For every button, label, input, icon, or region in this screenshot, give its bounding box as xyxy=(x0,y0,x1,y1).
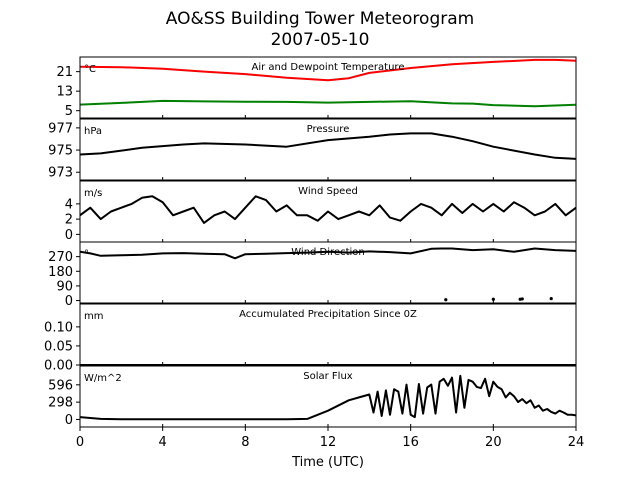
panel-unit: hPa xyxy=(84,126,102,137)
y-tick-label: 0.05 xyxy=(44,339,73,354)
panel-unit: °C xyxy=(84,64,96,75)
wind-direction-point xyxy=(549,297,553,301)
y-tick-label: 21 xyxy=(56,65,73,80)
x-tick-label: 16 xyxy=(402,435,419,450)
panel-unit: W/m^2 xyxy=(84,373,122,384)
y-tick-label: 596 xyxy=(48,378,73,393)
x-tick-label: 24 xyxy=(568,435,585,450)
panel-1: 5 13 21 Air and Dewpoint Temperature °C xyxy=(56,56,577,119)
series-line-1-2 xyxy=(80,99,576,108)
series-line-2-1 xyxy=(80,132,576,160)
x-axis-label: Time (UTC) xyxy=(291,455,364,470)
y-tick-label: 975 xyxy=(48,144,73,159)
y-tick-label: 0 xyxy=(65,413,73,428)
x-axis: 0 4 8 12 16 20 24 xyxy=(76,427,584,450)
wind-direction-point xyxy=(444,298,448,302)
series-line-1-1 xyxy=(80,58,576,82)
y-tick-label: 0.10 xyxy=(44,320,73,335)
y-tick-label: 977 xyxy=(48,121,73,136)
panel-3: 024 Wind Speed m/s xyxy=(65,180,577,243)
series-line-4-1 xyxy=(80,247,576,260)
panel-unit: ° xyxy=(84,249,89,260)
panel-title: Air and Dewpoint Temperature xyxy=(252,62,405,73)
panel-title: Pressure xyxy=(307,124,350,135)
y-tick-label: 0 xyxy=(65,228,73,243)
wind-direction-point xyxy=(520,297,524,301)
y-tick-label: 270 xyxy=(48,250,73,265)
panel-2: 973 975 977 Pressure hPa xyxy=(48,118,577,181)
chart-title: AO&SS Building Tower Meteorogram xyxy=(166,9,474,29)
series-line-6-1 xyxy=(80,374,576,421)
y-tick-label: 90 xyxy=(56,279,73,294)
chart-subtitle: 2007-05-10 xyxy=(271,30,370,50)
panel-title: Wind Speed xyxy=(298,186,358,197)
panel-unit: m/s xyxy=(84,188,102,199)
panel-title: Solar Flux xyxy=(303,371,353,382)
y-tick-label: 180 xyxy=(48,265,73,280)
y-tick-label: 298 xyxy=(48,396,73,411)
wind-direction-point xyxy=(491,297,495,301)
series-line-3-1 xyxy=(80,195,576,224)
y-tick-label: 0.00 xyxy=(44,359,73,374)
y-tick-label: 4 xyxy=(65,197,73,212)
panel-title: Wind Direction xyxy=(291,247,365,258)
x-tick-label: 8 xyxy=(241,435,249,450)
y-tick-label: 5 xyxy=(65,104,73,119)
y-tick-label: 0 xyxy=(65,294,73,309)
x-tick-label: 20 xyxy=(485,435,502,450)
x-tick-label: 12 xyxy=(320,435,337,450)
panel-6: 0 298 596 Solar Flux W/m^2 xyxy=(48,365,577,428)
panel-title: Accumulated Precipitation Since 0Z xyxy=(239,309,417,320)
panel-5: 0.00 0.05 0.10 Accumulated Precipitation Si… xyxy=(44,303,577,374)
panel-unit: mm xyxy=(84,311,103,322)
y-tick-label: 973 xyxy=(48,166,73,181)
x-tick-label: 4 xyxy=(159,435,167,450)
y-tick-label: 2 xyxy=(65,213,73,228)
y-tick-label: 13 xyxy=(56,85,73,100)
x-tick-label: 0 xyxy=(76,435,84,450)
